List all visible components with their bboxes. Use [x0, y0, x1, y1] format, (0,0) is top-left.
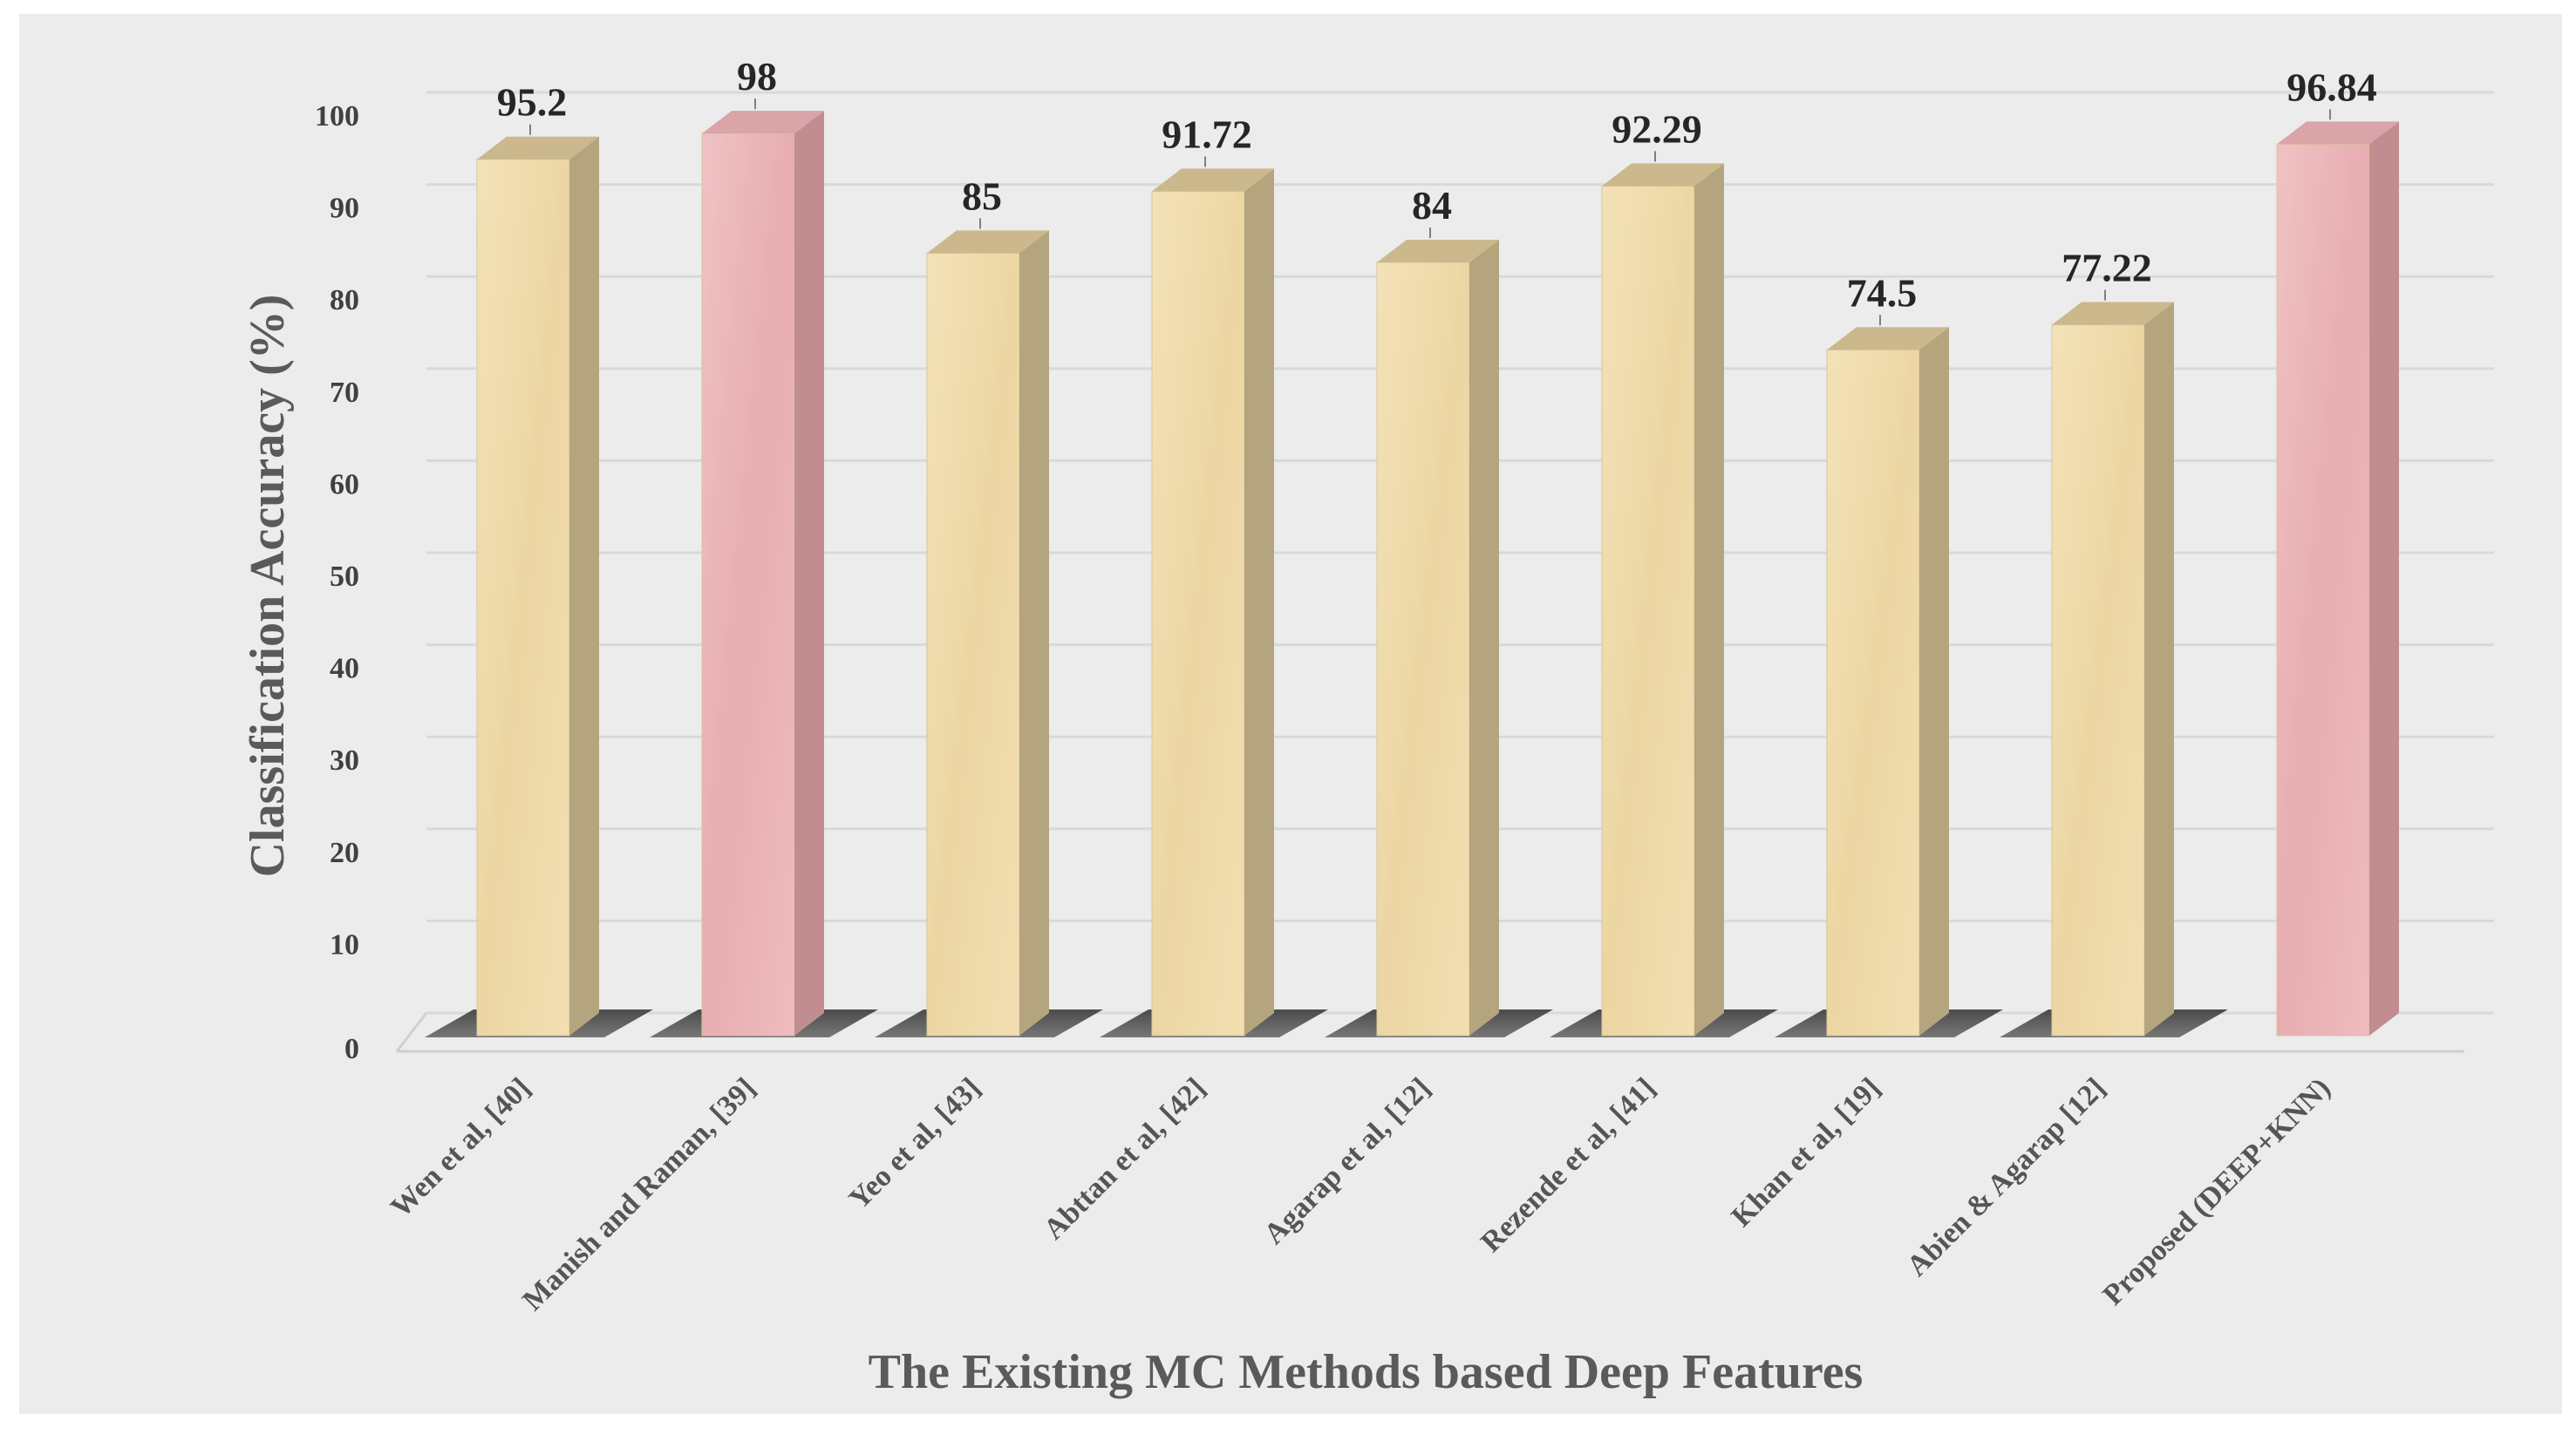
bar-2	[701, 111, 824, 1037]
y-tick-label: 30	[330, 744, 359, 777]
data-label: 95.2	[497, 80, 568, 125]
y-tick-label: 90	[330, 193, 359, 225]
bar-side-face	[1019, 230, 1049, 1036]
bar-9	[2276, 121, 2399, 1037]
data-label: 91.72	[1162, 112, 1252, 156]
data-labels: 95.2 98 85 91.72 84 92.29 74.5 77.22 96.84	[497, 54, 2377, 326]
bar-side-face	[1469, 239, 1499, 1037]
bar-front-face	[2276, 143, 2370, 1037]
bar-top-face	[1602, 163, 1724, 187]
y-axis-title: Classification Accuracy (%)	[241, 295, 295, 878]
y-tick-label: 20	[330, 837, 359, 869]
bar-front-face	[926, 252, 1020, 1037]
bar-side-face	[794, 111, 824, 1037]
bar-5	[1376, 239, 1499, 1037]
bar-front-face	[1376, 262, 1470, 1037]
bar-side-face	[1694, 163, 1724, 1036]
data-label: 77.22	[2061, 246, 2152, 290]
bar-top-face	[702, 111, 824, 134]
bar-side-face	[1919, 327, 1949, 1036]
data-label: 84	[1412, 183, 1452, 228]
bar-3	[926, 230, 1049, 1037]
y-tick-label: 50	[330, 561, 359, 593]
data-label: 98	[737, 54, 777, 99]
bar-side-face	[2144, 302, 2174, 1037]
bar-top-face	[477, 136, 599, 160]
bar-top-face	[1377, 239, 1499, 262]
x-axis-title: The Existing MC Methods based Deep Featu…	[869, 1345, 1864, 1399]
bar-front-face	[476, 159, 570, 1037]
bar-top-face	[927, 230, 1049, 254]
bar-front-face	[1826, 349, 1920, 1037]
y-tick-label: 10	[330, 928, 359, 961]
y-tick-label: 0	[344, 1033, 359, 1065]
bar-top-face	[1152, 168, 1274, 192]
bar-front-face	[1151, 190, 1245, 1037]
bar-4	[1151, 168, 1274, 1037]
y-tick-label: 100	[315, 100, 359, 133]
bar-1	[476, 136, 599, 1037]
y-tick-label: 70	[330, 377, 359, 409]
bar-8	[2051, 302, 2174, 1037]
y-tick-label: 40	[330, 653, 359, 685]
y-tick-label: 80	[330, 284, 359, 316]
bar-top-face	[2052, 302, 2174, 325]
bar-side-face	[569, 136, 599, 1037]
y-axis-ticks: 0 10 20 30 40 50 60 70 80 90 100	[315, 100, 359, 1065]
bars	[476, 111, 2399, 1037]
bar-6	[1601, 163, 1724, 1037]
y-tick-label: 60	[330, 468, 359, 500]
bar-front-face	[2051, 324, 2145, 1037]
data-label: 85	[962, 173, 1002, 218]
data-label: 92.29	[1612, 106, 1702, 151]
bar-top-face	[1827, 327, 1949, 350]
bar-top-face	[2277, 121, 2399, 145]
bar-front-face	[701, 133, 795, 1037]
bar-7	[1826, 327, 1949, 1037]
bar-side-face	[1244, 168, 1274, 1037]
bar-side-face	[2369, 121, 2399, 1036]
bar-front-face	[1601, 185, 1695, 1037]
floor-side-edge	[395, 1012, 428, 1052]
data-label: 74.5	[1847, 270, 1918, 315]
data-label: 96.84	[2286, 65, 2377, 109]
